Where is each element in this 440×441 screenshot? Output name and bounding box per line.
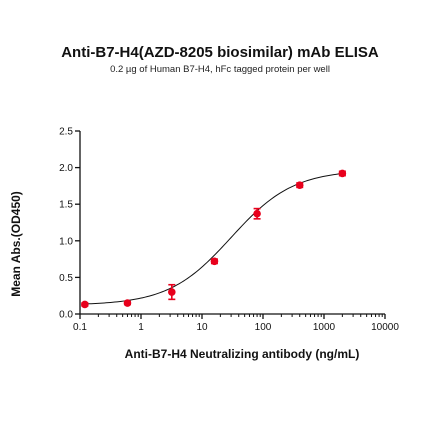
chart-title: Anti-B7-H4(AZD-8205 biosimilar) mAb ELIS… [61,44,379,61]
data-points-layer [81,169,347,309]
x-tick-label: 10000 [371,322,399,333]
fit-curve-layer [84,173,343,305]
data-point [168,288,176,296]
data-point [123,299,132,307]
x-tick-label: 0.1 [73,322,87,333]
y-tick-label: 0.0 [59,310,73,321]
y-tick-label: 1.5 [59,200,73,211]
chart-subtitle: 0.2 µg of Human B7-H4, hFc tagged protei… [110,64,330,75]
fit-curve [84,173,343,305]
data-point [253,209,261,218]
x-tick-label: 1 [138,322,144,333]
y-tick-label: 2.5 [59,127,73,138]
y-tick-label: 0.5 [59,273,73,284]
axes: 0.0 0.5 1.0 1.5 2.0 2.5 0.1 1 10 100 1000 10000 [59,127,399,334]
y-axis-label: Mean Abs.(OD450) [9,191,23,297]
y-tick-label: 1.0 [59,236,73,247]
x-tick-label: 100 [255,322,272,333]
data-point [210,257,219,266]
y-tick-label: 2.0 [59,163,73,174]
data-point [338,169,347,178]
x-tick-label: 1000 [313,322,336,333]
data-point [295,181,304,189]
x-axis-label: Anti-B7-H4 Neutralizing antibody (ng/mL) [125,347,360,361]
x-tick-label: 10 [196,322,208,333]
data-point [81,300,89,309]
